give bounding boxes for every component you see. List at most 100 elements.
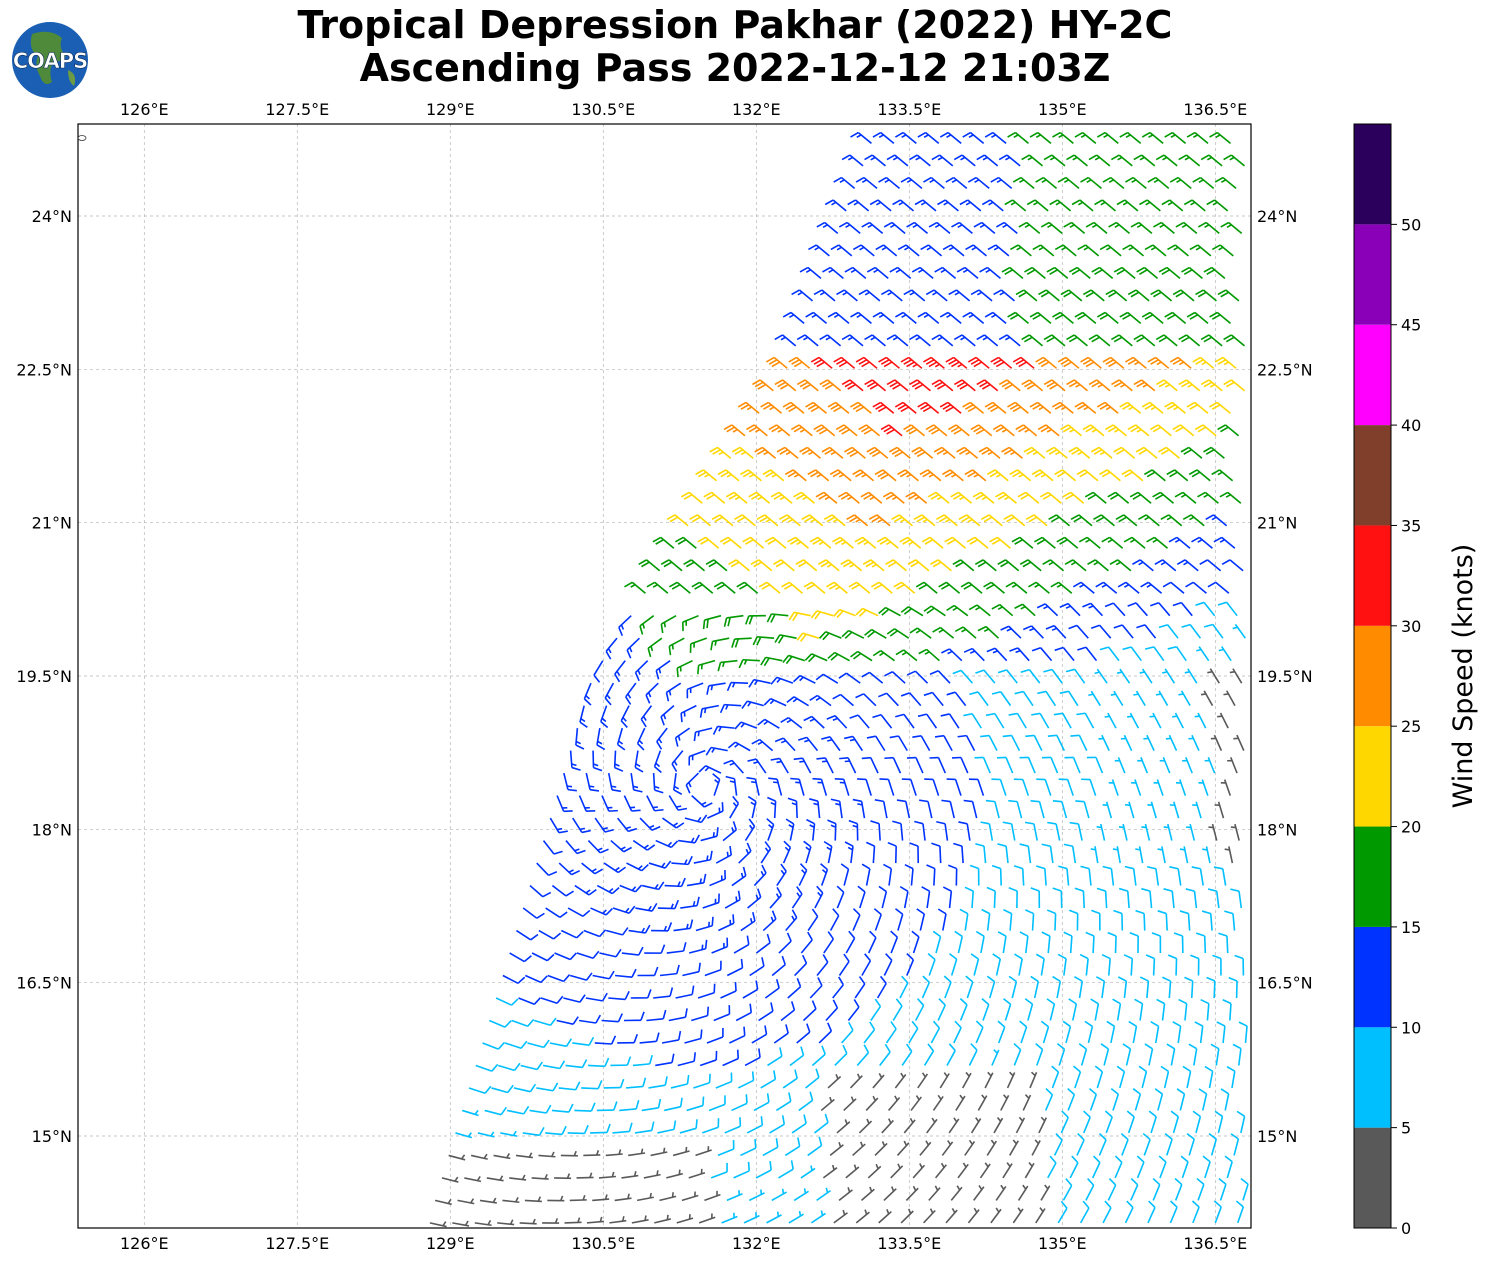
barb-flag bbox=[1038, 359, 1047, 365]
barb-flag bbox=[770, 757, 780, 761]
barb-flag bbox=[832, 471, 842, 478]
wind-barb bbox=[678, 834, 700, 844]
barb-flag bbox=[764, 1025, 768, 1035]
wind-barb bbox=[873, 908, 882, 931]
barb-staff bbox=[1146, 734, 1155, 751]
barb-flag bbox=[885, 559, 894, 566]
barb-flag bbox=[1029, 311, 1039, 318]
wind-barb bbox=[1192, 1110, 1202, 1134]
wind-barb bbox=[1031, 1139, 1041, 1156]
wind-barb bbox=[1062, 491, 1085, 504]
wind-barb bbox=[914, 199, 937, 212]
barb-half-flag bbox=[589, 785, 595, 788]
barb-staff bbox=[818, 356, 833, 369]
wind-barb bbox=[827, 819, 837, 841]
barb-staff bbox=[769, 1123, 785, 1134]
wind-barb bbox=[796, 334, 819, 347]
barb-flag bbox=[552, 1082, 559, 1092]
wind-barb bbox=[1133, 690, 1146, 707]
barb-staff bbox=[1107, 712, 1117, 729]
barb-staff bbox=[982, 559, 997, 572]
wind-barb bbox=[953, 1020, 962, 1044]
wind-barb bbox=[1190, 954, 1200, 976]
barb-flag bbox=[674, 536, 684, 543]
barb-flag bbox=[1119, 131, 1129, 138]
wind-barb bbox=[1086, 756, 1104, 774]
barb-flag bbox=[732, 795, 740, 804]
barb-flag bbox=[844, 446, 853, 453]
barb-staff bbox=[1022, 1094, 1032, 1111]
wind-barb bbox=[1079, 953, 1089, 976]
lon-tick-label-bottom: 133.5°E bbox=[877, 1234, 941, 1253]
wind-barb bbox=[823, 931, 835, 954]
barb-staff bbox=[713, 1013, 730, 1022]
barb-flag bbox=[942, 469, 951, 476]
barb-staff bbox=[947, 401, 962, 414]
barb-flag bbox=[1136, 1155, 1145, 1163]
barb-half-flag bbox=[847, 156, 854, 161]
wind-barb bbox=[1090, 998, 1100, 1021]
barb-half-flag bbox=[776, 1211, 780, 1217]
wind-barb bbox=[975, 930, 985, 954]
barb-flag bbox=[1203, 266, 1213, 273]
barb-staff bbox=[827, 1075, 842, 1089]
barb-half-flag bbox=[825, 336, 831, 341]
barb-flag bbox=[1138, 1065, 1147, 1073]
barb-flag bbox=[1143, 469, 1153, 476]
barb-flag bbox=[1200, 379, 1210, 386]
barb-flag bbox=[529, 1083, 537, 1093]
barb-staff bbox=[1230, 757, 1238, 774]
barb-half-flag bbox=[621, 1216, 625, 1222]
wind-barb bbox=[648, 1076, 668, 1089]
barb-flag bbox=[1228, 976, 1238, 982]
barb-flag bbox=[997, 559, 1006, 566]
barb-staff bbox=[1129, 469, 1144, 482]
wind-barb bbox=[856, 1044, 870, 1066]
barb-half-flag bbox=[732, 428, 738, 433]
barb-flag bbox=[748, 615, 754, 625]
lon-tick-label-bottom: 136.5°E bbox=[1183, 1234, 1247, 1253]
barb-staff bbox=[685, 772, 700, 786]
wind-barb bbox=[909, 379, 931, 392]
barb-staff bbox=[1135, 690, 1146, 707]
barb-flag bbox=[808, 654, 816, 663]
barb-half-flag bbox=[789, 314, 795, 318]
barb-flag bbox=[866, 446, 876, 453]
wind-barb bbox=[778, 1160, 794, 1179]
barb-flag bbox=[1026, 269, 1036, 275]
barb-flag bbox=[895, 908, 904, 915]
barb-staff bbox=[1187, 913, 1191, 931]
barb-flag bbox=[1022, 625, 1032, 631]
barb-staff bbox=[891, 671, 906, 684]
barb-flag bbox=[936, 820, 946, 825]
barb-staff bbox=[1098, 446, 1113, 459]
barb-staff bbox=[925, 401, 940, 414]
barb-flag bbox=[962, 401, 971, 408]
barb-flag bbox=[774, 334, 783, 341]
barb-staff bbox=[1134, 1093, 1142, 1111]
barb-flag bbox=[857, 538, 866, 545]
barb-half-flag bbox=[982, 156, 988, 161]
barb-flag bbox=[895, 998, 903, 1007]
barb-flag bbox=[583, 1124, 589, 1134]
barb-flag bbox=[997, 843, 1007, 847]
barb-staff bbox=[1141, 334, 1156, 347]
barb-flag bbox=[1017, 491, 1027, 498]
barb-staff bbox=[731, 1102, 748, 1112]
barb-staff bbox=[862, 607, 879, 617]
wind-barb bbox=[738, 658, 760, 669]
barb-half-flag bbox=[875, 1163, 879, 1170]
barb-staff bbox=[630, 772, 635, 791]
barb-flag bbox=[931, 334, 941, 341]
barb-staff bbox=[744, 581, 759, 594]
wind-barb bbox=[1107, 931, 1117, 954]
barb-flag bbox=[1000, 561, 1009, 568]
barb-half-flag bbox=[663, 925, 668, 932]
barb-flag bbox=[918, 648, 928, 655]
barb-flag bbox=[655, 670, 660, 680]
barb-flag bbox=[1007, 131, 1016, 138]
barb-staff bbox=[948, 648, 963, 662]
wind-barb bbox=[1141, 401, 1164, 414]
barb-flag bbox=[939, 401, 949, 408]
barb-half-flag bbox=[951, 179, 957, 184]
